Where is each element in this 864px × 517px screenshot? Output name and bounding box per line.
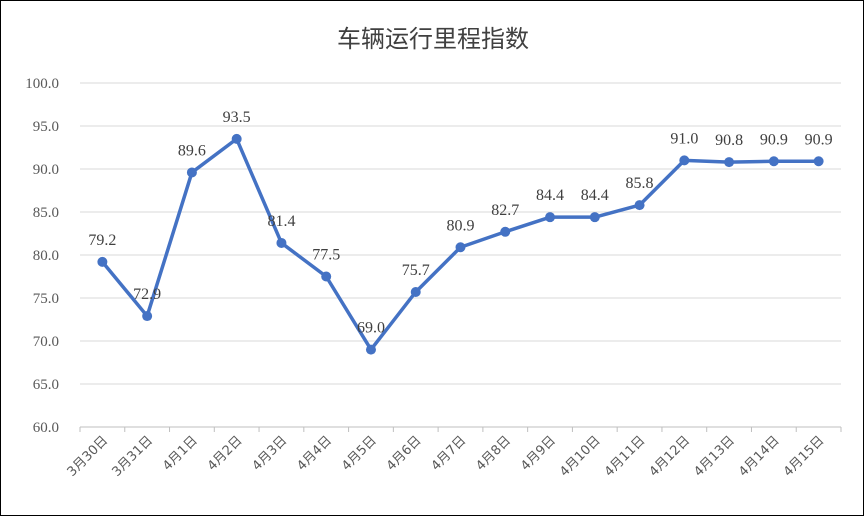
data-label: 82.7: [491, 202, 519, 219]
x-tick-label: 4月12日: [647, 433, 694, 480]
data-point: [589, 212, 600, 223]
x-tick-label: 4月3日: [250, 433, 291, 474]
x-tick-label: 4月8日: [473, 433, 514, 474]
y-tick-label: 70.0: [33, 334, 59, 350]
gridlines: [80, 82, 841, 385]
data-point: [97, 256, 108, 267]
data-point: [231, 133, 242, 144]
x-tick-label: 3月31日: [109, 433, 156, 480]
data-point: [455, 242, 466, 253]
data-point: [545, 212, 556, 223]
x-tick-label: 4月1日: [160, 433, 201, 474]
data-point: [634, 200, 645, 211]
data-label: 84.4: [536, 187, 564, 204]
data-label: 84.4: [581, 187, 609, 204]
y-tick-label: 100.0: [25, 76, 59, 92]
x-tick-label: 4月13日: [691, 433, 738, 480]
y-tick-label: 60.0: [33, 420, 59, 436]
data-point: [186, 167, 197, 178]
x-axis: [79, 426, 842, 432]
series-line: [97, 133, 824, 355]
data-label: 69.0: [357, 320, 385, 337]
x-tick-label: 4月11日: [602, 433, 649, 480]
data-label: 90.9: [760, 131, 788, 148]
data-point: [365, 344, 376, 355]
y-tick-label: 65.0: [33, 377, 59, 393]
y-axis: 60.0 65.0 70.0 75.0 80.0 85.0 90.0 95.0 100.0: [25, 76, 59, 436]
y-tick-label: 80.0: [33, 248, 59, 264]
y-tick-label: 90.0: [33, 162, 59, 178]
x-tick-label: 4月4日: [294, 433, 335, 474]
x-tick-label: 4月15日: [781, 433, 828, 480]
data-label: 90.9: [805, 131, 833, 148]
data-point: [142, 311, 153, 322]
x-tick-label: 4月6日: [384, 433, 425, 474]
x-tick-label: 4月10日: [557, 433, 604, 480]
chart-title: 车辆运行里程指数: [337, 25, 529, 53]
data-point: [410, 286, 421, 297]
data-point: [679, 155, 690, 166]
data-label: 93.5: [223, 109, 251, 126]
data-label: 91.0: [670, 130, 698, 147]
data-label: 81.4: [267, 213, 295, 230]
y-tick-label: 95.0: [33, 119, 59, 135]
y-tick-label: 85.0: [33, 205, 59, 221]
x-tick-label: 4月5日: [339, 433, 380, 474]
data-label: 72.9: [133, 286, 161, 303]
y-tick-label: 75.0: [33, 291, 59, 307]
data-point: [276, 237, 287, 248]
x-tick-label: 4月9日: [518, 433, 559, 474]
x-tick-label: 4月14日: [736, 433, 783, 480]
data-label: 77.5: [312, 247, 340, 264]
data-label: 75.7: [402, 262, 430, 279]
data-label: 85.8: [626, 175, 654, 192]
data-point: [321, 271, 332, 282]
data-point: [724, 157, 735, 168]
x-tick-label: 4月7日: [429, 433, 470, 474]
data-point: [500, 226, 511, 237]
data-label: 89.6: [178, 142, 206, 159]
data-labels: 79.2 72.9 89.6 93.5 81.4 77.5 69.0 75.7 80.9 82.7…: [88, 109, 832, 337]
data-point: [768, 156, 779, 167]
data-point: [813, 156, 824, 167]
x-tick-label: 4月2日: [205, 433, 246, 474]
data-label: 79.2: [88, 232, 116, 249]
data-label: 90.8: [715, 132, 743, 149]
x-tick-label: 3月30日: [65, 433, 112, 480]
data-label: 80.9: [447, 217, 475, 234]
